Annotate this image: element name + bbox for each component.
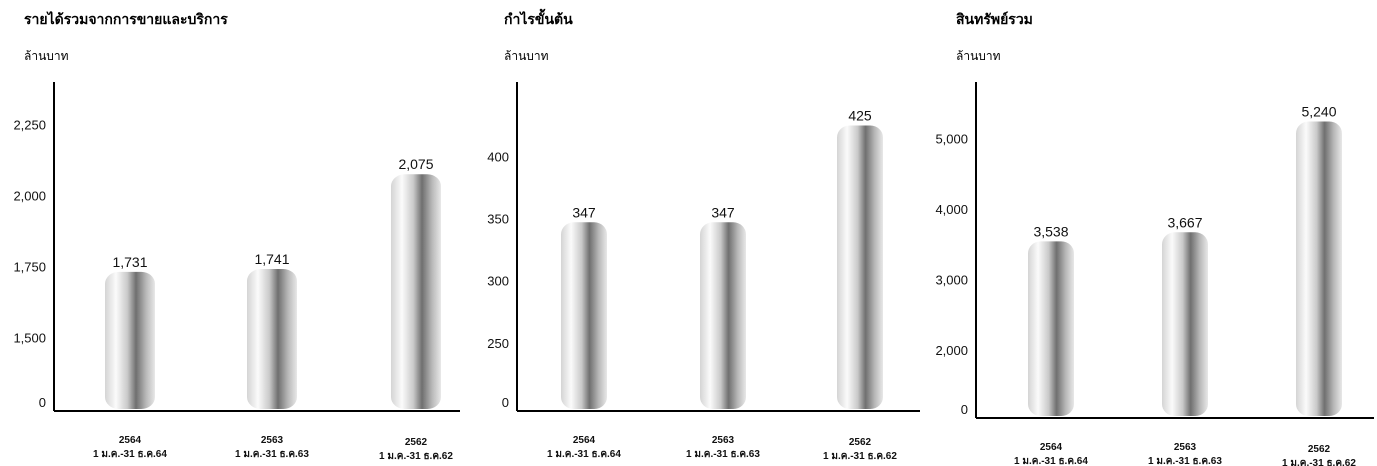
chart-panel-revenue: รายได้รวมจากการขายและบริการ ล้านบาท 0 1,5… — [0, 0, 460, 466]
bar-value-label: 347 — [711, 204, 735, 220]
bar — [1028, 241, 1074, 416]
bar — [391, 174, 441, 409]
chart-svg: 0 250 300 350 400 347 2564 1 ม.ค.-31 ธ.ค.64 347 2… — [487, 82, 920, 462]
bar — [105, 271, 155, 409]
chart-unit-label: ล้านบาท — [24, 49, 69, 63]
chart-title: กำไรขั้นต้น — [504, 12, 573, 28]
x-category-sublabel: 1 ม.ค.-31 ธ.ค.63 — [235, 449, 309, 460]
x-category-label: 2564 — [1040, 442, 1063, 453]
bar — [1162, 232, 1208, 416]
chart-unit-label: ล้านบาท — [956, 49, 1001, 63]
y-tick-label: 0 — [39, 395, 46, 410]
x-category-sublabel: 1 ม.ค.-31 ธ.ค.63 — [1148, 456, 1222, 466]
bar-value-label: 5,240 — [1301, 103, 1336, 119]
x-category-label: 2563 — [712, 435, 735, 446]
chart-title: สินทรัพย์รวม — [956, 12, 1033, 28]
x-category-label: 2563 — [1174, 442, 1197, 453]
chart-panel-total-assets: สินทรัพย์รวม ล้านบาท 0 2,000 3,000 4,000 5,0… — [933, 0, 1377, 466]
x-category-sublabel: 1 ม.ค.-31 ธ.ค.62 — [379, 451, 453, 462]
chart-panel-gross-profit: กำไรขั้นต้น ล้านบาท 0 250 300 350 400 347 2564… — [476, 0, 926, 466]
y-tick-label: 400 — [487, 150, 509, 165]
bar-value-label: 1,741 — [254, 251, 289, 267]
y-tick-label: 350 — [487, 212, 509, 227]
chart-svg: 0 2,000 3,000 4,000 5,000 3,538 2564 1 ม.ค.-31 … — [935, 82, 1374, 466]
y-tick-label: 2,250 — [13, 118, 46, 133]
y-tick-label: 0 — [961, 402, 968, 417]
bar-value-label: 3,538 — [1033, 223, 1068, 239]
bar-value-label: 425 — [848, 107, 872, 123]
x-category-sublabel: 1 ม.ค.-31 ธ.ค.64 — [93, 449, 167, 460]
y-tick-label: 250 — [487, 336, 509, 351]
y-tick-label: 3,000 — [935, 272, 968, 287]
bar-value-label: 1,731 — [112, 254, 147, 270]
chart-svg: 0 1,500 1,750 2,000 2,250 1,731 2564 1 ม.ค.-31 … — [13, 82, 460, 462]
y-tick-label: 1,750 — [13, 259, 46, 274]
bar — [700, 222, 746, 409]
bar — [561, 222, 607, 409]
bar — [247, 269, 297, 409]
bar-value-label: 2,075 — [398, 156, 433, 172]
x-category-label: 2562 — [849, 437, 872, 448]
bar-value-label: 3,667 — [1167, 214, 1202, 230]
y-tick-label: 2,000 — [935, 343, 968, 358]
y-tick-label: 1,500 — [13, 330, 46, 345]
x-category-label: 2562 — [1308, 444, 1331, 455]
x-category-sublabel: 1 ม.ค.-31 ธ.ค.62 — [1282, 458, 1356, 466]
x-category-label: 2564 — [573, 435, 596, 446]
bar — [1296, 121, 1342, 417]
chart-unit-label: ล้านบาท — [504, 49, 549, 63]
y-tick-label: 2,000 — [13, 189, 46, 204]
x-category-sublabel: 1 ม.ค.-31 ธ.ค.63 — [686, 449, 760, 460]
y-tick-label: 0 — [502, 395, 509, 410]
y-tick-label: 4,000 — [935, 202, 968, 217]
bar-value-label: 347 — [572, 204, 596, 220]
bar — [837, 125, 883, 409]
x-category-label: 2562 — [405, 437, 428, 448]
x-category-label: 2563 — [261, 435, 284, 446]
x-category-sublabel: 1 ม.ค.-31 ธ.ค.62 — [823, 451, 897, 462]
y-tick-label: 300 — [487, 274, 509, 289]
y-tick-label: 5,000 — [935, 131, 968, 146]
chart-title: รายได้รวมจากการขายและบริการ — [24, 12, 228, 28]
x-category-label: 2564 — [119, 435, 142, 446]
x-category-sublabel: 1 ม.ค.-31 ธ.ค.64 — [1014, 456, 1088, 466]
x-category-sublabel: 1 ม.ค.-31 ธ.ค.64 — [547, 449, 621, 460]
